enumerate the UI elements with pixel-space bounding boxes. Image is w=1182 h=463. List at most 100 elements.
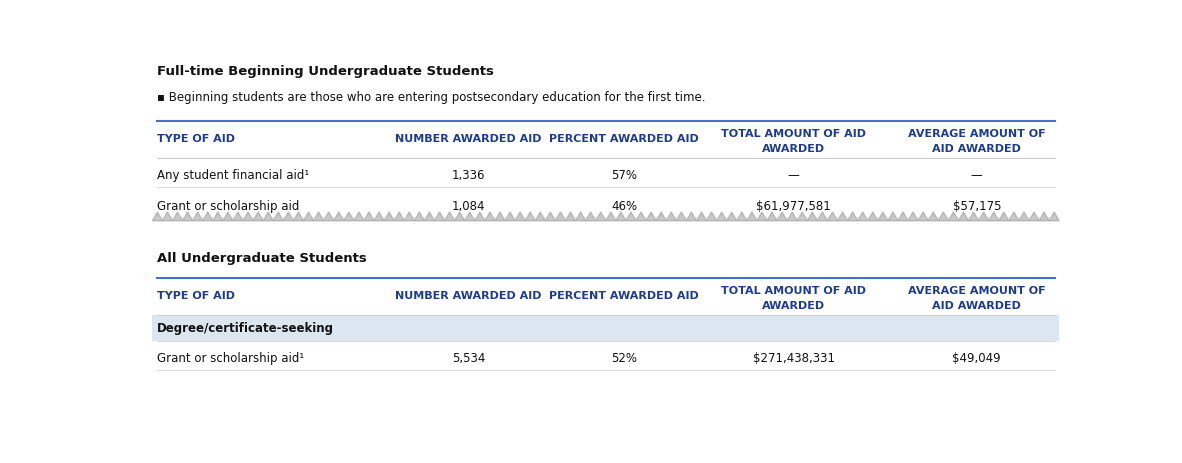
- Polygon shape: [233, 213, 243, 221]
- Polygon shape: [687, 213, 696, 221]
- Polygon shape: [203, 213, 213, 221]
- Text: AWARDED: AWARDED: [762, 300, 825, 311]
- Polygon shape: [716, 213, 727, 221]
- Polygon shape: [928, 213, 939, 221]
- Polygon shape: [485, 213, 495, 221]
- Text: AVERAGE AMOUNT OF: AVERAGE AMOUNT OF: [908, 286, 1046, 295]
- Polygon shape: [1019, 213, 1030, 221]
- Text: 1,336: 1,336: [452, 169, 485, 182]
- Polygon shape: [888, 213, 898, 221]
- Polygon shape: [313, 213, 324, 221]
- Text: Full-time Beginning Undergraduate Students: Full-time Beginning Undergraduate Studen…: [157, 64, 494, 77]
- Text: AID AWARDED: AID AWARDED: [933, 144, 1021, 154]
- Polygon shape: [152, 213, 162, 221]
- Text: $271,438,331: $271,438,331: [753, 351, 834, 364]
- Polygon shape: [667, 213, 676, 221]
- Polygon shape: [979, 213, 988, 221]
- Polygon shape: [676, 213, 687, 221]
- Text: PERCENT AWARDED AID: PERCENT AWARDED AID: [550, 291, 699, 301]
- Polygon shape: [968, 213, 979, 221]
- Polygon shape: [374, 213, 384, 221]
- Polygon shape: [394, 213, 404, 221]
- Polygon shape: [424, 213, 435, 221]
- Polygon shape: [908, 213, 918, 221]
- Text: AWARDED: AWARDED: [762, 144, 825, 154]
- Polygon shape: [344, 213, 353, 221]
- Polygon shape: [193, 213, 203, 221]
- Polygon shape: [213, 213, 223, 221]
- Text: Grant or scholarship aid¹: Grant or scholarship aid¹: [157, 351, 304, 364]
- Text: TOTAL AMOUNT OF AID: TOTAL AMOUNT OF AID: [721, 286, 866, 295]
- Polygon shape: [988, 213, 999, 221]
- Polygon shape: [333, 213, 344, 221]
- Text: 46%: 46%: [611, 199, 637, 212]
- Text: AID AWARDED: AID AWARDED: [933, 300, 1021, 311]
- Polygon shape: [626, 213, 636, 221]
- Polygon shape: [1039, 213, 1050, 221]
- Text: PERCENT AWARDED AID: PERCENT AWARDED AID: [550, 134, 699, 144]
- Polygon shape: [1008, 213, 1019, 221]
- Text: ▪ Beginning students are those who are entering postsecondary education for the : ▪ Beginning students are those who are e…: [157, 91, 706, 104]
- Polygon shape: [959, 213, 968, 221]
- Polygon shape: [273, 213, 284, 221]
- Polygon shape: [797, 213, 807, 221]
- Text: TYPE OF AID: TYPE OF AID: [157, 291, 235, 301]
- Polygon shape: [565, 213, 576, 221]
- Text: $49,049: $49,049: [953, 351, 1001, 364]
- Polygon shape: [868, 213, 878, 221]
- Polygon shape: [284, 213, 293, 221]
- Polygon shape: [576, 213, 585, 221]
- Polygon shape: [404, 213, 415, 221]
- Polygon shape: [384, 213, 394, 221]
- Polygon shape: [898, 213, 908, 221]
- Text: $61,977,581: $61,977,581: [756, 199, 831, 212]
- Text: Degree/certificate-seeking: Degree/certificate-seeking: [157, 321, 333, 334]
- Polygon shape: [455, 213, 465, 221]
- Text: 1,084: 1,084: [452, 199, 485, 212]
- Text: NUMBER AWARDED AID: NUMBER AWARDED AID: [395, 291, 541, 301]
- Polygon shape: [475, 213, 485, 221]
- Polygon shape: [415, 213, 424, 221]
- Polygon shape: [756, 213, 767, 221]
- Polygon shape: [182, 213, 193, 221]
- Polygon shape: [605, 213, 616, 221]
- Polygon shape: [767, 213, 777, 221]
- Text: $57,175: $57,175: [953, 199, 1001, 212]
- Text: Grant or scholarship aid: Grant or scholarship aid: [157, 199, 299, 212]
- Polygon shape: [585, 213, 596, 221]
- Polygon shape: [525, 213, 535, 221]
- Polygon shape: [243, 213, 253, 221]
- Text: —: —: [787, 169, 799, 182]
- Polygon shape: [1030, 213, 1039, 221]
- Text: TOTAL AMOUNT OF AID: TOTAL AMOUNT OF AID: [721, 129, 866, 138]
- Polygon shape: [596, 213, 605, 221]
- Polygon shape: [162, 213, 173, 221]
- Polygon shape: [647, 213, 656, 221]
- Polygon shape: [696, 213, 707, 221]
- Polygon shape: [827, 213, 838, 221]
- Polygon shape: [324, 213, 333, 221]
- Polygon shape: [173, 213, 182, 221]
- Polygon shape: [948, 213, 959, 221]
- Bar: [152, 316, 1059, 342]
- Text: 52%: 52%: [611, 351, 637, 364]
- Polygon shape: [304, 213, 313, 221]
- Text: Any student financial aid¹: Any student financial aid¹: [157, 169, 310, 182]
- Polygon shape: [918, 213, 928, 221]
- Polygon shape: [293, 213, 304, 221]
- Text: NUMBER AWARDED AID: NUMBER AWARDED AID: [395, 134, 541, 144]
- Text: AVERAGE AMOUNT OF: AVERAGE AMOUNT OF: [908, 129, 1046, 138]
- Polygon shape: [223, 213, 233, 221]
- Polygon shape: [465, 213, 475, 221]
- Text: 5,534: 5,534: [452, 351, 485, 364]
- Polygon shape: [264, 213, 273, 221]
- Polygon shape: [707, 213, 716, 221]
- Polygon shape: [515, 213, 525, 221]
- Text: All Undergraduate Students: All Undergraduate Students: [157, 252, 366, 265]
- Polygon shape: [777, 213, 787, 221]
- Polygon shape: [747, 213, 756, 221]
- Polygon shape: [353, 213, 364, 221]
- Polygon shape: [556, 213, 565, 221]
- Polygon shape: [727, 213, 736, 221]
- Polygon shape: [495, 213, 505, 221]
